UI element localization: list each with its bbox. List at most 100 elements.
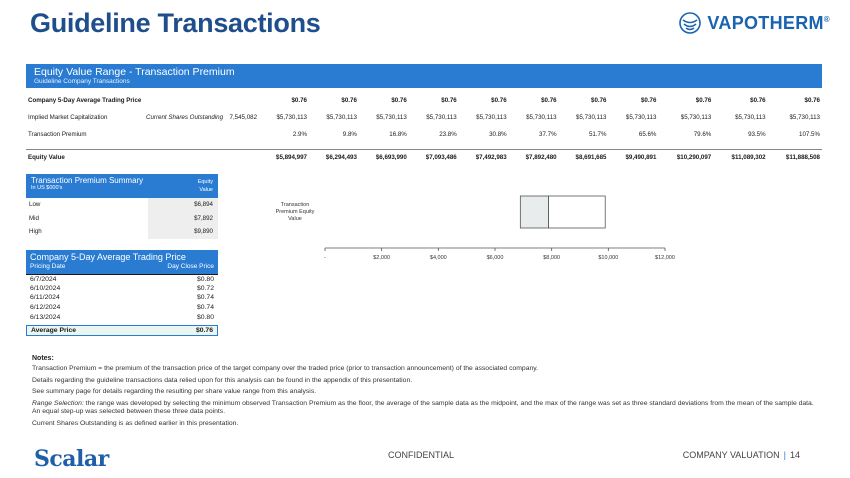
current-shares-label: Current Shares Outstanding [146, 114, 224, 121]
note-4-text: the range was developed by selecting the… [32, 399, 814, 416]
average-price-label: Average Price [31, 327, 77, 335]
table-cell: $0.76 [491, 97, 507, 104]
table-cell: $5,730,113 [625, 114, 657, 121]
page-number: 14 [789, 450, 800, 460]
average-price-value: $0.76 [195, 327, 213, 335]
note-4-lead: Range Selection: [32, 399, 84, 407]
average-price-row: Average Price $0.76 [26, 325, 218, 337]
table-cell: $0.76 [391, 97, 407, 104]
table-cell: $11,089,302 [713, 148, 768, 166]
notes-section: Notes: Transaction Premium = the premium… [32, 355, 822, 429]
table-cell: 16.8% [389, 131, 407, 138]
x-tick-label: $2,000 [373, 255, 390, 261]
premium-summary-box: Transaction Premium Summary In US $000's… [26, 174, 218, 239]
table-cell: 9.8% [342, 131, 357, 138]
section-band: Equity Value Range - Transaction Premium… [26, 64, 822, 88]
table-cell: 37.7% [539, 131, 557, 138]
summary-row: High $9,890 [26, 225, 218, 239]
note-1: Transaction Premium = the premium of the… [32, 365, 539, 372]
note-4: Range Selection: the range was developed… [32, 400, 822, 417]
confidential-label: CONFIDENTIAL [388, 450, 455, 460]
row-label: Company 5-Day Average Trading Price [28, 97, 142, 104]
table-cell: $11,888,508 [767, 148, 822, 166]
summary-row: Low $6,894 [26, 198, 218, 212]
table-cell: $5,730,113 [789, 114, 820, 121]
price-row: 6/11/2024 $0.74 [26, 293, 218, 303]
col-pricing-date: Pricing Date [30, 263, 66, 270]
table-cell: $7,892,480 [508, 148, 559, 166]
price-value: $0.74 [196, 294, 214, 302]
section-name: COMPANY VALUATION [682, 450, 780, 460]
equity-value-table: Company 5-Day Average Trading Price $0.76… [26, 92, 822, 166]
table-cell: 79.6% [693, 131, 712, 138]
table-cell: $0.76 [804, 97, 820, 104]
category-label: Transaction [281, 202, 310, 208]
table-cell: $5,730,113 [376, 114, 407, 121]
trading-price-box: Company 5-Day Average Trading Price Pric… [26, 250, 218, 337]
range-bar-low-mid [519, 195, 550, 229]
col-close-price: Day Close Price [167, 263, 214, 270]
row-price: Company 5-Day Average Trading Price $0.76… [26, 92, 822, 109]
table-cell: $5,730,113 [680, 114, 712, 121]
row-market-cap: Implied Market Capitalization Current Sha… [26, 109, 822, 126]
table-cell: $8,691,685 [558, 148, 609, 166]
table-cell: $0.76 [591, 97, 607, 104]
brand-name: VAPOTHERM® [707, 12, 830, 33]
table-cell: 30.8% [489, 131, 507, 138]
notes-heading: Notes: [32, 355, 54, 362]
table-cell: $0.76 [291, 97, 307, 104]
summary-row-value: $9,890 [148, 225, 218, 239]
summary-col-label: Equity Value [197, 179, 213, 193]
vapotherm-fan-icon [679, 12, 702, 34]
page-title: Guideline Transactions [30, 8, 321, 38]
scalar-logo: Scalar [34, 446, 109, 472]
page-footer: COMPANY VALUATION | 14 [683, 450, 800, 460]
price-row: 6/7/2024 $0.80 [26, 274, 218, 284]
table-cell: $10,290,097 [658, 148, 714, 166]
table-cell: 93.5% [748, 131, 766, 138]
price-row: 6/12/2024 $0.74 [26, 303, 218, 313]
spacer-cell [144, 148, 226, 166]
footer-separator: | [783, 450, 786, 460]
summary-header: Transaction Premium Summary In US $000's… [26, 174, 218, 198]
table-cell: $7,093,486 [408, 148, 459, 166]
table-cell: $6,693,990 [358, 148, 409, 166]
price-date: 6/7/2024 [30, 276, 57, 283]
summary-subtitle: In US $000's [31, 185, 63, 191]
price-value: $0.80 [196, 276, 214, 283]
table-cell: $7,492,983 [458, 148, 509, 166]
note-2: Details regarding the guideline transact… [32, 376, 413, 384]
summary-title: Transaction Premium Summary [31, 176, 144, 185]
spacer-cell [225, 126, 259, 143]
shares-outstanding-value: 7,545,082 [229, 114, 258, 121]
x-tick-label: $6,000 [487, 255, 504, 261]
spacer-cell [144, 126, 225, 143]
range-bar-mid-high [548, 195, 606, 229]
summary-row-value: $7,892 [148, 211, 218, 225]
price-value: $0.72 [196, 284, 214, 292]
price-header: Company 5-Day Average Trading Price Pric… [26, 250, 218, 274]
x-tick-label: - [324, 255, 326, 261]
price-date: 6/12/2024 [30, 304, 61, 312]
row-label: Implied Market Capitalization [28, 114, 108, 121]
category-label: Value [288, 216, 302, 222]
summary-row-label: Low [29, 201, 41, 208]
table-cell: $0.76 [695, 97, 712, 104]
price-row: 6/10/2024 $0.72 [26, 284, 218, 294]
x-tick-label: $4,000 [430, 255, 447, 261]
table-cell: $6,294,493 [308, 148, 359, 166]
vapotherm-logo: VAPOTHERM® [679, 12, 830, 34]
summary-row: Mid $7,892 [26, 211, 218, 225]
table-cell: $0.76 [541, 97, 557, 104]
summary-row-value: $6,894 [148, 198, 218, 212]
summary-row-label: Mid [29, 214, 39, 222]
row-label: Equity Value [26, 148, 144, 166]
table-cell: 2.9% [292, 131, 307, 138]
table-cell: $0.76 [441, 97, 457, 104]
table-cell: 23.8% [439, 131, 457, 138]
section-title: Equity Value Range - Transaction Premium [34, 66, 235, 78]
price-date: 6/13/2024 [30, 313, 61, 321]
table-cell: $5,730,113 [476, 114, 507, 121]
note-3: See summary page for details regarding t… [32, 388, 317, 396]
table-cell: $5,730,113 [526, 114, 557, 121]
